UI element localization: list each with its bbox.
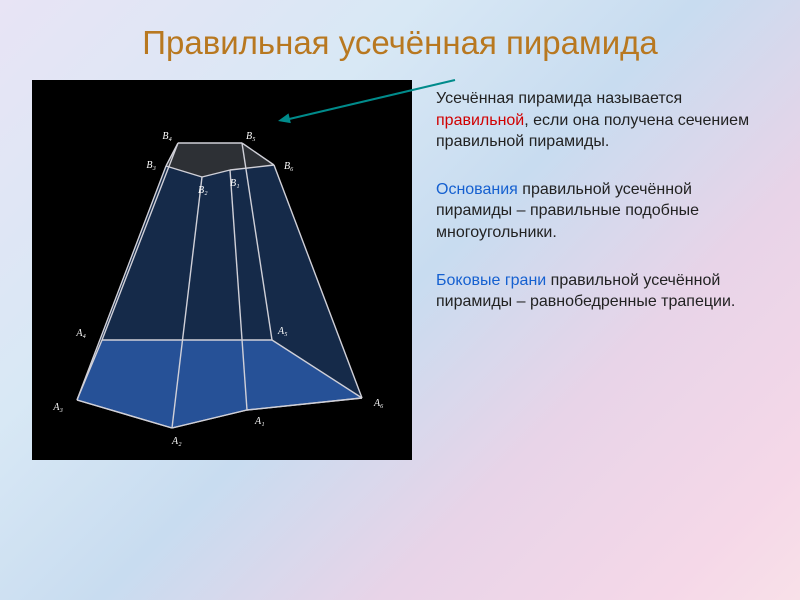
- para-1-pre: Усечённая пирамида называется: [436, 90, 682, 107]
- text-column: Усечённая пирамида называется правильной…: [436, 80, 768, 339]
- para-3: Боковые грани правильной усечённой пирам…: [436, 270, 768, 313]
- svg-text:B₁: B₁: [230, 178, 240, 189]
- svg-text:A₂: A₂: [171, 436, 182, 447]
- para-1-hl: правильной: [436, 112, 524, 129]
- svg-text:B₆: B₆: [284, 161, 294, 172]
- svg-text:B₄: B₄: [162, 131, 172, 142]
- svg-text:A₆: A₆: [373, 398, 384, 409]
- para-2-hl: Основания: [436, 181, 518, 198]
- svg-text:A₁: A₁: [254, 416, 265, 427]
- para-3-hl: Боковые грани: [436, 272, 546, 289]
- svg-text:A₄: A₄: [75, 328, 86, 339]
- svg-text:B₃: B₃: [146, 160, 156, 171]
- svg-text:B₂: B₂: [198, 185, 208, 196]
- svg-text:A₅: A₅: [277, 326, 288, 337]
- para-1: Усечённая пирамида называется правильной…: [436, 88, 768, 153]
- content-row: A₁ A₂ A₃ A₄ A₅ A₆ B₁ B₂ B₃ B₄ B₅ B₆ Усечённая пирам…: [32, 80, 768, 460]
- svg-text:B₅: B₅: [246, 131, 256, 142]
- svg-text:A₃: A₃: [52, 402, 63, 413]
- pyramid-svg: A₁ A₂ A₃ A₄ A₅ A₆ B₁ B₂ B₃ B₄ B₅ B₆: [32, 80, 412, 460]
- pyramid-diagram: A₁ A₂ A₃ A₄ A₅ A₆ B₁ B₂ B₃ B₄ B₅ B₆: [32, 80, 412, 460]
- slide-title: Правильная усечённая пирамида: [32, 24, 768, 62]
- para-2: Основания правильной усечённой пирамиды …: [436, 179, 768, 244]
